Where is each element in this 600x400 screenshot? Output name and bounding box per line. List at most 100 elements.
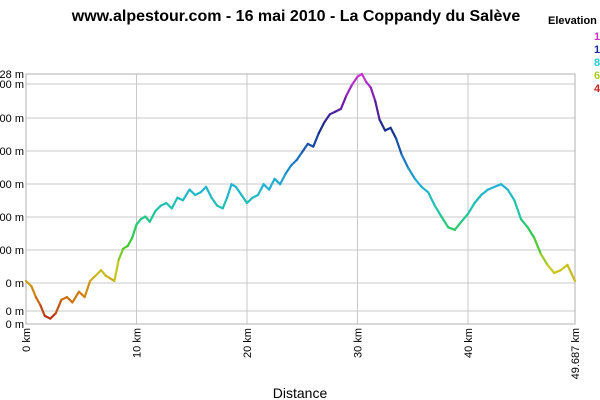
legend: Elevation 1210864 [548, 15, 600, 95]
profile-segment [447, 226, 456, 231]
x-tick-label: 30 km [352, 328, 364, 358]
profile-segment [77, 290, 86, 299]
profile-segment [539, 253, 549, 266]
profile-segment [433, 204, 443, 218]
profile-segment [226, 183, 233, 199]
y-tick-label: 00 m [0, 113, 24, 125]
profile-segment [345, 83, 354, 97]
profile-segment [500, 183, 509, 191]
profile-segment [245, 196, 254, 205]
profile-segment [262, 183, 271, 191]
legend-title: Elevation [548, 15, 597, 27]
profile-segment [323, 113, 331, 124]
profile-segment [427, 191, 436, 207]
profile-segment [131, 223, 138, 240]
profile-segment [273, 177, 282, 186]
x-tick-label: 10 km [131, 328, 143, 358]
y-tick-label: 00 m [0, 146, 24, 158]
profile-segment [369, 86, 377, 103]
x-tick-label: 0 km [21, 328, 33, 352]
profile-segment [395, 137, 403, 156]
profile-segment [466, 201, 476, 215]
y-tick-label: 0 m [6, 319, 24, 331]
profile-segment [493, 183, 503, 188]
profile-segment [188, 188, 197, 197]
profile-segment [440, 215, 450, 229]
profile-segment [301, 142, 309, 154]
profile-segment [553, 269, 562, 274]
profile-segment [49, 312, 57, 320]
profile-segment [240, 193, 249, 205]
y-tick-label: 0 m [6, 278, 24, 290]
elevation-profile [24, 72, 577, 320]
profile-segment [30, 285, 38, 299]
profile-segment [135, 218, 142, 226]
profile-segment [284, 164, 293, 175]
profile-segment [350, 75, 359, 86]
profile-segment [413, 177, 423, 188]
y-tick-label: 00 m [0, 245, 24, 257]
profile-segment [473, 193, 483, 205]
x-axis-ticks: 0 km 10 km 20 km 30 km 40 km 49.687 km [21, 328, 582, 379]
profile-segment [533, 236, 543, 256]
profile-segment [113, 258, 120, 283]
profile-segment [234, 185, 243, 197]
legend-entry: 12 [594, 31, 600, 43]
profile-segment [312, 132, 320, 148]
legend-entry: 10 [594, 44, 600, 56]
profile-segment [513, 199, 523, 221]
chart-title: www.alpestour.com - 16 mai 2010 - La Cop… [71, 8, 521, 25]
grid [26, 74, 575, 324]
profile-segment [148, 210, 157, 223]
profile-segment [71, 290, 81, 304]
y-tick-label: 00 m [0, 179, 24, 191]
profile-segment [290, 158, 298, 167]
profile-segment [117, 247, 125, 261]
profile-segment [99, 269, 107, 277]
profile-segment [210, 196, 219, 207]
profile-segment [181, 188, 191, 202]
profile-segment [420, 185, 430, 194]
profile-segment [374, 99, 381, 121]
profile-segment [34, 296, 42, 307]
profile-segment [407, 167, 416, 180]
y-axis-ticks: 28 m00 m00 m00 m00 m00 m00 m0 m0 m0 m [0, 69, 24, 331]
profile-segment [389, 126, 398, 140]
profile-segment [566, 263, 577, 283]
profile-segment [205, 185, 213, 199]
legend-entry: 6 [594, 70, 600, 82]
profile-segment [126, 236, 134, 248]
profile-segment [526, 226, 536, 240]
profile-segment [54, 298, 63, 315]
x-axis-label: Distance [273, 385, 328, 400]
y-tick-label: 00 m [0, 79, 24, 91]
x-tick-label: 20 km [242, 328, 254, 358]
legend-entry: 4 [594, 83, 600, 95]
x-tick-label: 40 km [463, 328, 475, 358]
profile-segment [460, 212, 470, 223]
profile-segment [360, 72, 368, 84]
profile-segment [39, 304, 46, 317]
y-tick-label: 28 m [0, 69, 24, 81]
profile-segment [317, 121, 326, 135]
plot-frame [25, 73, 576, 325]
profile-segment [268, 177, 276, 191]
profile-segment [295, 150, 304, 162]
y-tick-label: 00 m [0, 212, 24, 224]
profile-segment [480, 188, 489, 197]
profile-segment [170, 196, 179, 210]
profile-segment [519, 218, 529, 229]
profile-segment [24, 279, 33, 288]
profile-segment [65, 296, 74, 304]
profile-segment [83, 279, 92, 299]
y-tick-label: 0 m [6, 306, 24, 318]
x-tick-label: 49.687 km [570, 328, 582, 379]
profile-segment [400, 153, 410, 170]
legend-entry: 8 [594, 57, 600, 69]
profile-segment [165, 201, 173, 210]
profile-segment [88, 274, 97, 283]
profile-segment [256, 183, 265, 197]
profile-segment [453, 220, 463, 231]
profile-segment [221, 196, 229, 210]
